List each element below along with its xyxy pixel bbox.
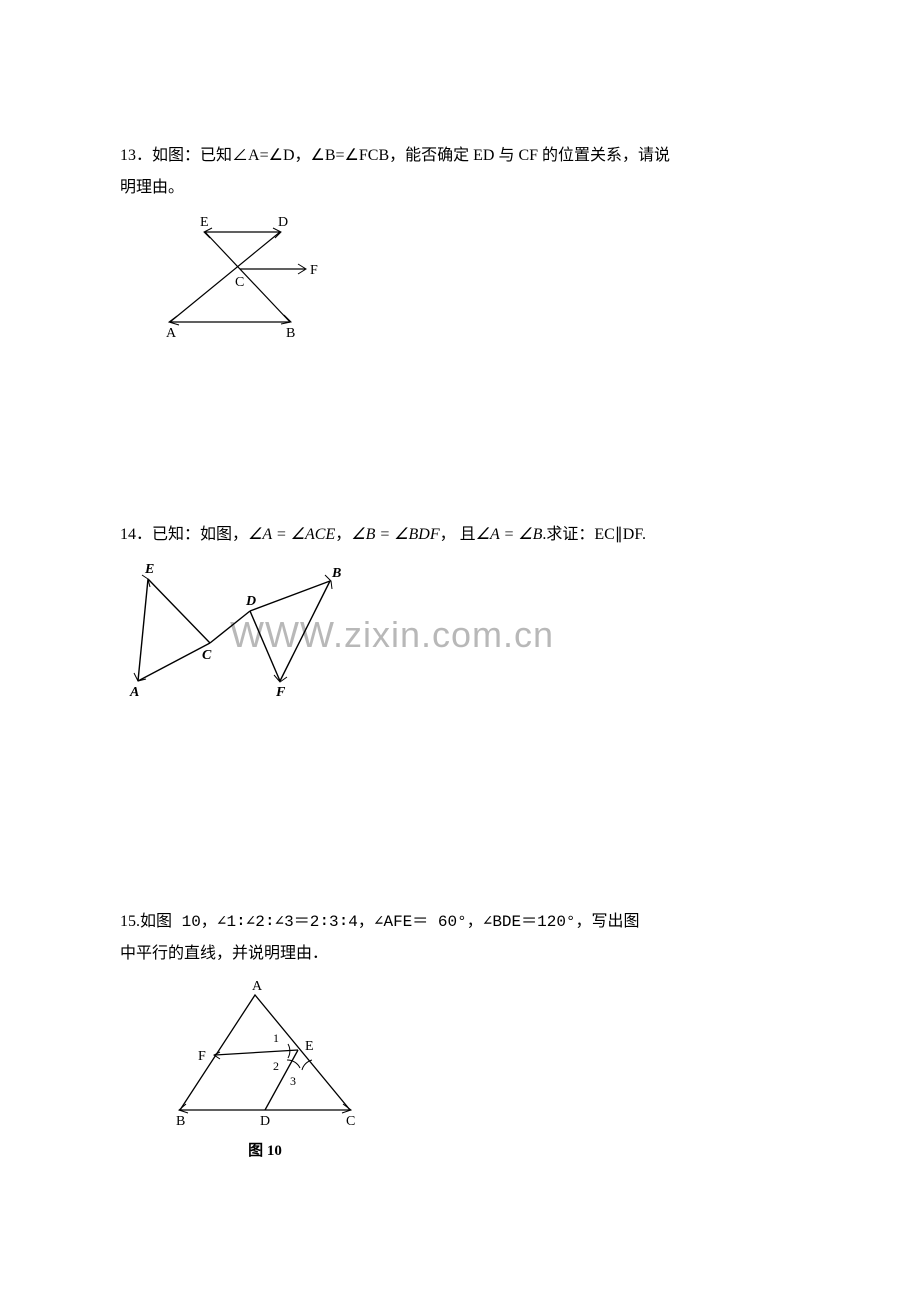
figure-13: E D C F A B [150, 214, 800, 349]
problem-number: 15. [120, 913, 140, 930]
label-E: E [144, 562, 154, 577]
text-suffix: .求证：EC∥DF. [542, 526, 646, 543]
label-F: F [198, 1049, 206, 1064]
label-D: D [260, 1114, 270, 1129]
label-B: B [331, 566, 341, 581]
problem-13: 13．如图：已知∠A=∠D，∠B=∠FCB，能否确定 ED 与 CF 的位置关系… [120, 140, 800, 349]
label-B: B [286, 326, 295, 341]
equation-3: ∠A = ∠B [476, 526, 543, 543]
label-B: B [176, 1114, 185, 1129]
sep2: ， 且 [440, 526, 476, 543]
label-D: D [245, 594, 256, 609]
label-A: A [252, 980, 263, 994]
label-E: E [200, 215, 209, 230]
label-2: 2 [273, 1059, 279, 1073]
problem-13-text: 13．如图：已知∠A=∠D，∠B=∠FCB，能否确定 ED 与 CF 的位置关系… [120, 140, 800, 204]
label-C: C [235, 275, 244, 290]
label-D: D [278, 215, 288, 230]
figure-13-svg: E D C F A B [150, 214, 350, 344]
figure-14-svg: E B D C F A [120, 561, 360, 701]
problem-15: 15.如图 10，∠1∶∠2∶∠3＝2∶3∶4，∠AFE＝ 60°，∠BDE＝1… [120, 906, 800, 1160]
problem-line-a: 如图 10，∠1∶∠2∶∠3＝2∶3∶4，∠AFE＝ 60°，∠BDE＝120°… [140, 913, 640, 931]
problem-number: 13． [120, 147, 152, 164]
label-F: F [275, 685, 286, 700]
document-content: 13．如图：已知∠A=∠D，∠B=∠FCB，能否确定 ED 与 CF 的位置关系… [120, 140, 800, 1160]
label-1: 1 [273, 1031, 279, 1045]
label-3: 3 [290, 1074, 296, 1088]
label-A: A [129, 685, 139, 700]
problem-number: 14． [120, 526, 152, 543]
problem-line-b: 明理由。 [120, 179, 184, 196]
spacer [120, 389, 800, 519]
label-F: F [310, 263, 318, 278]
problem-15-text: 15.如图 10，∠1∶∠2∶∠3＝2∶3∶4，∠AFE＝ 60°，∠BDE＝1… [120, 906, 800, 970]
label-C: C [346, 1114, 355, 1129]
figure-14: E B D C F A [120, 561, 800, 706]
label-E: E [305, 1039, 314, 1054]
problem-line-a: 如图：已知∠A=∠D，∠B=∠FCB，能否确定 ED 与 CF 的位置关系，请说 [152, 147, 670, 164]
problem-14: 14．已知：如图，∠A = ∠ACE，∠B = ∠BDF， 且∠A = ∠B.求… [120, 519, 800, 706]
figure-15-svg: A F E B D C 1 2 3 [160, 980, 370, 1130]
sep1: ， [335, 526, 351, 543]
spacer [120, 746, 800, 906]
equation-1: ∠A = ∠ACE [248, 526, 335, 543]
figure-15: A F E B D C 1 2 3 图 10 [160, 980, 800, 1160]
problem-line-b: 中平行的直线，并说明理由． [120, 945, 328, 963]
equation-2: ∠B = ∠BDF [351, 526, 439, 543]
label-C: C [202, 648, 212, 663]
label-A: A [166, 326, 177, 341]
problem-14-text: 14．已知：如图，∠A = ∠ACE，∠B = ∠BDF， 且∠A = ∠B.求… [120, 519, 800, 551]
text-prefix: 已知：如图， [152, 526, 248, 543]
figure-15-caption: 图 10 [160, 1139, 370, 1160]
